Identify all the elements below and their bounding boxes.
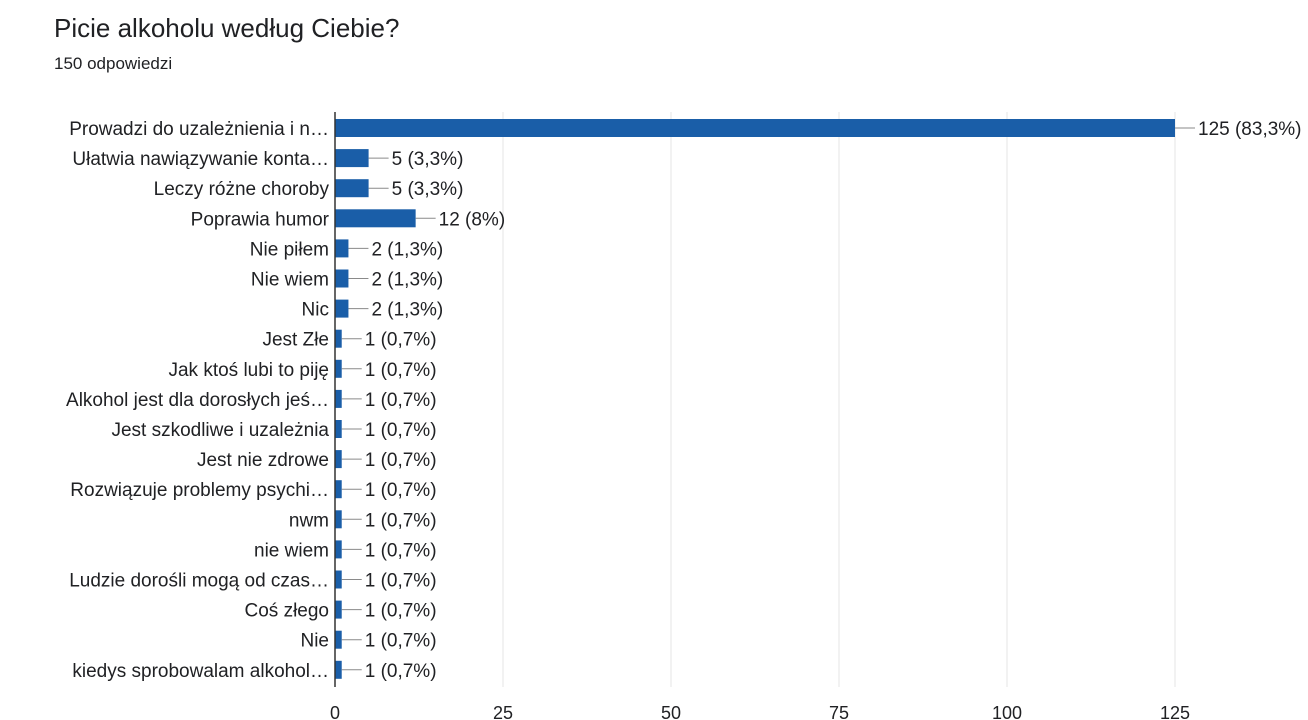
bar: [335, 299, 349, 318]
category-label: Jak ktoś lubi to piję: [168, 360, 329, 381]
data-label: 2 (1,3%): [371, 300, 443, 321]
category-label: Jest Złe: [262, 330, 329, 351]
data-label: 5 (3,3%): [392, 149, 464, 170]
x-tick-label: 100: [992, 703, 1022, 720]
category-label: Ludzie dorośli mogą od czas…: [69, 571, 329, 592]
x-tick-label: 0: [330, 703, 340, 720]
category-labels: Prowadzi do uzależnienia i n… Ułatwia naw…: [66, 119, 330, 682]
bar: [335, 600, 342, 619]
bar: [335, 149, 369, 168]
data-label: 1 (0,7%): [365, 360, 437, 381]
chart-title: Picie alkoholu według Ciebie?: [54, 13, 400, 43]
bar: [335, 420, 342, 438]
bar: [335, 540, 342, 559]
category-label: Rozwiązuje problemy psychi…: [70, 480, 329, 501]
category-label: Jest nie zdrowe: [197, 450, 329, 471]
x-tick-label: 125: [1160, 703, 1190, 720]
bar: [335, 660, 342, 679]
data-label: 2 (1,3%): [371, 270, 443, 291]
data-label: 1 (0,7%): [365, 390, 437, 411]
data-label: 1 (0,7%): [365, 450, 437, 471]
data-label: 5 (3,3%): [392, 179, 464, 200]
category-label: Nie wiem: [251, 270, 329, 291]
bar: [335, 119, 1175, 137]
data-label: 125 (83,3%): [1198, 119, 1302, 140]
data-label: 2 (1,3%): [371, 239, 443, 260]
bar: [335, 359, 342, 378]
category-label: Nic: [302, 300, 329, 321]
data-label: 1 (0,7%): [365, 601, 437, 622]
category-label: nie wiem: [254, 540, 329, 561]
x-tick-label: 50: [661, 703, 681, 720]
data-label: 1 (0,7%): [365, 540, 437, 561]
category-label: nwm: [289, 510, 329, 531]
category-label: Poprawia humor: [191, 209, 330, 230]
category-label: Jest szkodliwe i uzależnia: [111, 420, 329, 441]
data-labels: 125 (83,3%) 5 (3,3%) 5 (3,3%) 12 (8%) 2 (1,3…: [341, 119, 1302, 682]
bar: [335, 239, 349, 258]
category-label: Alkohol jest dla dorosłych jeś…: [66, 390, 329, 411]
x-tick-label: 25: [493, 703, 513, 720]
data-label: 1 (0,7%): [365, 631, 437, 652]
response-count: 150 odpowiedzi: [54, 54, 173, 73]
data-label: 1 (0,7%): [365, 420, 437, 441]
bar: [335, 630, 342, 649]
bar: [335, 480, 342, 499]
bar: [335, 450, 342, 469]
category-label: Nie piłem: [250, 239, 329, 260]
bars: [335, 119, 1175, 679]
category-label: Coś złego: [245, 601, 330, 622]
category-label: kiedys sprobowalam alkohol…: [72, 661, 329, 682]
category-label: Leczy różne choroby: [154, 179, 330, 200]
data-label: 1 (0,7%): [365, 661, 437, 682]
category-label: Prowadzi do uzależnienia i n…: [69, 119, 329, 140]
data-label: 12 (8%): [439, 209, 506, 230]
bar: [335, 269, 349, 288]
x-tick-label: 75: [829, 703, 849, 720]
data-label: 1 (0,7%): [365, 510, 437, 531]
bar: [335, 329, 342, 348]
category-label: Nie: [300, 631, 329, 652]
category-label: Ułatwia nawiązywanie konta…: [72, 149, 329, 170]
data-label: 1 (0,7%): [365, 330, 437, 351]
bar: [335, 179, 369, 198]
bar: [335, 570, 342, 589]
bar: [335, 389, 342, 408]
bar: [335, 209, 416, 228]
bar: [335, 510, 342, 529]
data-label: 1 (0,7%): [365, 571, 437, 592]
gridlines: [502, 112, 1176, 687]
x-tick-labels: 0 25 50 75 100 125: [330, 703, 1190, 720]
data-label: 1 (0,7%): [365, 480, 437, 501]
